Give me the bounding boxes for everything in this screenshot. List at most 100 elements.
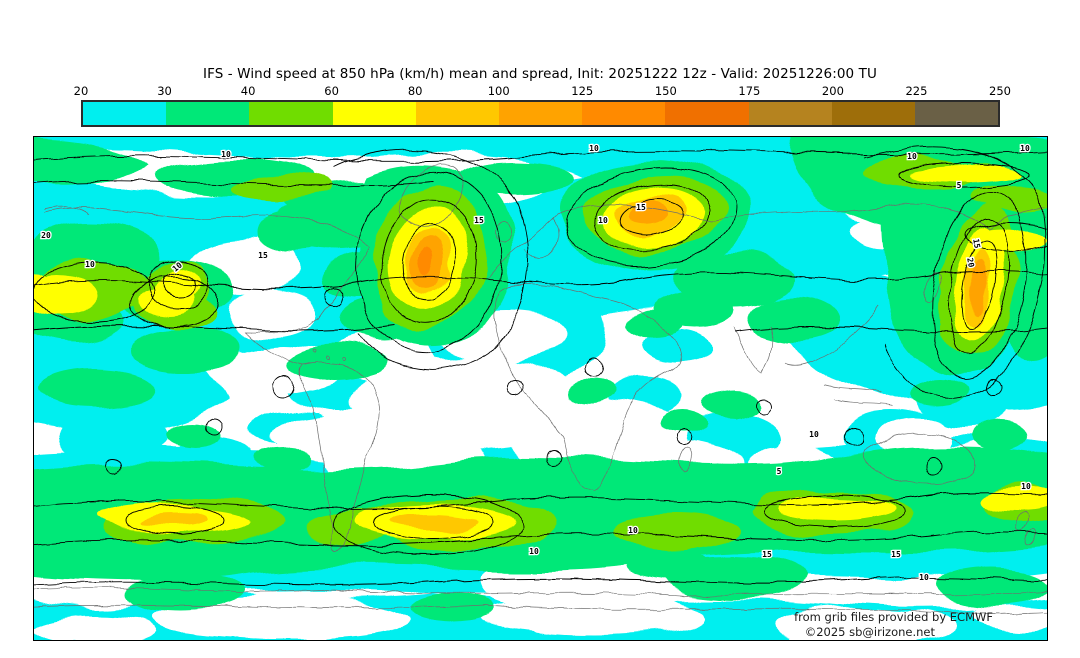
coastline xyxy=(34,604,1047,615)
contour-line xyxy=(863,146,1046,399)
wind-fill-blob xyxy=(628,551,720,583)
wind-fill-blob xyxy=(34,274,65,311)
contour-ring xyxy=(675,428,693,446)
colorbar-tick-label: 40 xyxy=(240,84,256,98)
contour-label: 5 xyxy=(957,181,962,190)
contour-label: 15 xyxy=(891,550,901,559)
wind-fill-layer-125-150 xyxy=(417,248,435,280)
contour-ring xyxy=(324,287,344,307)
contour-ring xyxy=(619,199,685,235)
colorbar-segment-150-175 xyxy=(665,102,749,125)
contour-label-layer: 10 10 10 10 5 15 10 15 15 20 20 10 15 10 5 10 15 15 10 10 10… xyxy=(40,143,1032,584)
contour-ring xyxy=(584,357,604,377)
wind-fill-blob xyxy=(908,166,1020,182)
contour-ring xyxy=(756,399,772,415)
contour-ring xyxy=(106,459,122,475)
contour-line xyxy=(333,149,529,370)
contour-ring xyxy=(333,494,525,556)
colorbar-tick-label: 80 xyxy=(407,84,423,98)
coastline xyxy=(923,271,941,303)
contour-label: 15 xyxy=(762,550,772,559)
wind-fill-blob xyxy=(626,205,666,227)
chart-title: IFS - Wind speed at 850 hPa (km/h) mean … xyxy=(203,66,877,82)
colorbar-tick-label: 125 xyxy=(571,84,594,98)
contour-label: 20 xyxy=(41,231,51,240)
colorbar-tick-label: 200 xyxy=(821,84,844,98)
colorbar-segment-80-100 xyxy=(415,102,499,125)
wind-map-canvas: 10 10 10 10 5 15 10 15 15 20 20 10 15 10 5 10 15 15 10 10 10… xyxy=(34,137,1047,640)
coastline xyxy=(494,284,682,491)
contour-ring xyxy=(128,276,220,328)
colorbar-tick-label: 150 xyxy=(654,84,677,98)
contour-ring xyxy=(505,378,523,396)
contour-label: 10 xyxy=(221,150,231,159)
world-map: 10 10 10 10 5 15 10 15 15 20 20 10 15 10 5 10 15 15 10 10 10… xyxy=(33,136,1048,641)
contour-line xyxy=(34,270,1047,289)
colorbar-segment-225-250 xyxy=(914,102,999,125)
colorbar-bar xyxy=(81,100,1000,127)
contour-ring xyxy=(402,223,456,301)
contour-label: 15 xyxy=(474,216,484,225)
contour-ring xyxy=(925,458,943,476)
wind-fill-blob xyxy=(164,423,224,451)
colorbar-tick-label: 60 xyxy=(324,84,339,98)
wind-fill-blob xyxy=(969,261,989,317)
contour-ring xyxy=(273,376,295,398)
coastline xyxy=(863,432,976,485)
wind-fill-blob xyxy=(286,341,386,377)
contour-ring xyxy=(148,260,210,310)
wind-gap-blob xyxy=(874,415,954,459)
colorbar-tick-label: 225 xyxy=(905,84,928,98)
coastline xyxy=(733,326,772,374)
contour-ring xyxy=(763,494,905,528)
colorbar-segment-30-40 xyxy=(166,102,250,125)
wind-fill-blob xyxy=(706,389,762,417)
colorbar-segment-60-80 xyxy=(332,102,416,125)
wind-fill-blob xyxy=(568,381,612,405)
coastline xyxy=(1015,512,1029,532)
wind-fill-blob xyxy=(939,569,1047,605)
contour-line xyxy=(34,149,1047,162)
contour-label: 15 xyxy=(971,238,982,249)
contour-label: 15 xyxy=(258,251,268,260)
wind-fill-blob xyxy=(659,411,709,435)
coastline xyxy=(495,221,513,243)
contour-ring xyxy=(356,171,502,353)
contour-label: 10 xyxy=(598,216,608,225)
contour-line xyxy=(34,492,1047,510)
contour-label: 10 xyxy=(809,430,819,439)
contour-label: 5 xyxy=(777,467,782,476)
contour-ring xyxy=(546,449,562,465)
wind-fill-blob xyxy=(234,175,334,199)
credit-copyright: ©2025 sb@irizone.net xyxy=(804,625,935,639)
contour-ring xyxy=(380,199,478,325)
colorbar-tick-label: 30 xyxy=(157,84,172,98)
contour-ring xyxy=(567,167,737,267)
contour-label: 20 xyxy=(965,257,976,268)
spread-contours xyxy=(34,146,1047,586)
contour-ring xyxy=(593,183,711,251)
contour-ring xyxy=(963,222,1047,252)
contour-line xyxy=(34,576,1047,586)
contour-ring xyxy=(205,418,223,436)
contour-ring xyxy=(985,378,1003,396)
wind-fill-blob xyxy=(34,137,146,184)
contour-label: 10 xyxy=(1021,482,1031,491)
colorbar-tick-label: 175 xyxy=(738,84,761,98)
contour-line xyxy=(34,180,435,187)
coastline xyxy=(523,216,560,259)
coastline xyxy=(327,355,331,359)
contour-label: 15 xyxy=(636,203,646,212)
wind-fill-blob xyxy=(774,497,894,521)
contour-label: 10 xyxy=(919,573,929,582)
wind-fill-blob xyxy=(750,297,842,341)
contour-label: 10 xyxy=(628,526,638,535)
wind-fill-blob xyxy=(614,515,734,551)
contour-ring xyxy=(948,217,1010,353)
contour-line xyxy=(34,530,1047,546)
coastline xyxy=(783,304,880,366)
coastline xyxy=(679,445,693,473)
coastline xyxy=(398,164,463,226)
contour-ring xyxy=(162,272,196,298)
colorbar-tick-label: 100 xyxy=(487,84,510,98)
